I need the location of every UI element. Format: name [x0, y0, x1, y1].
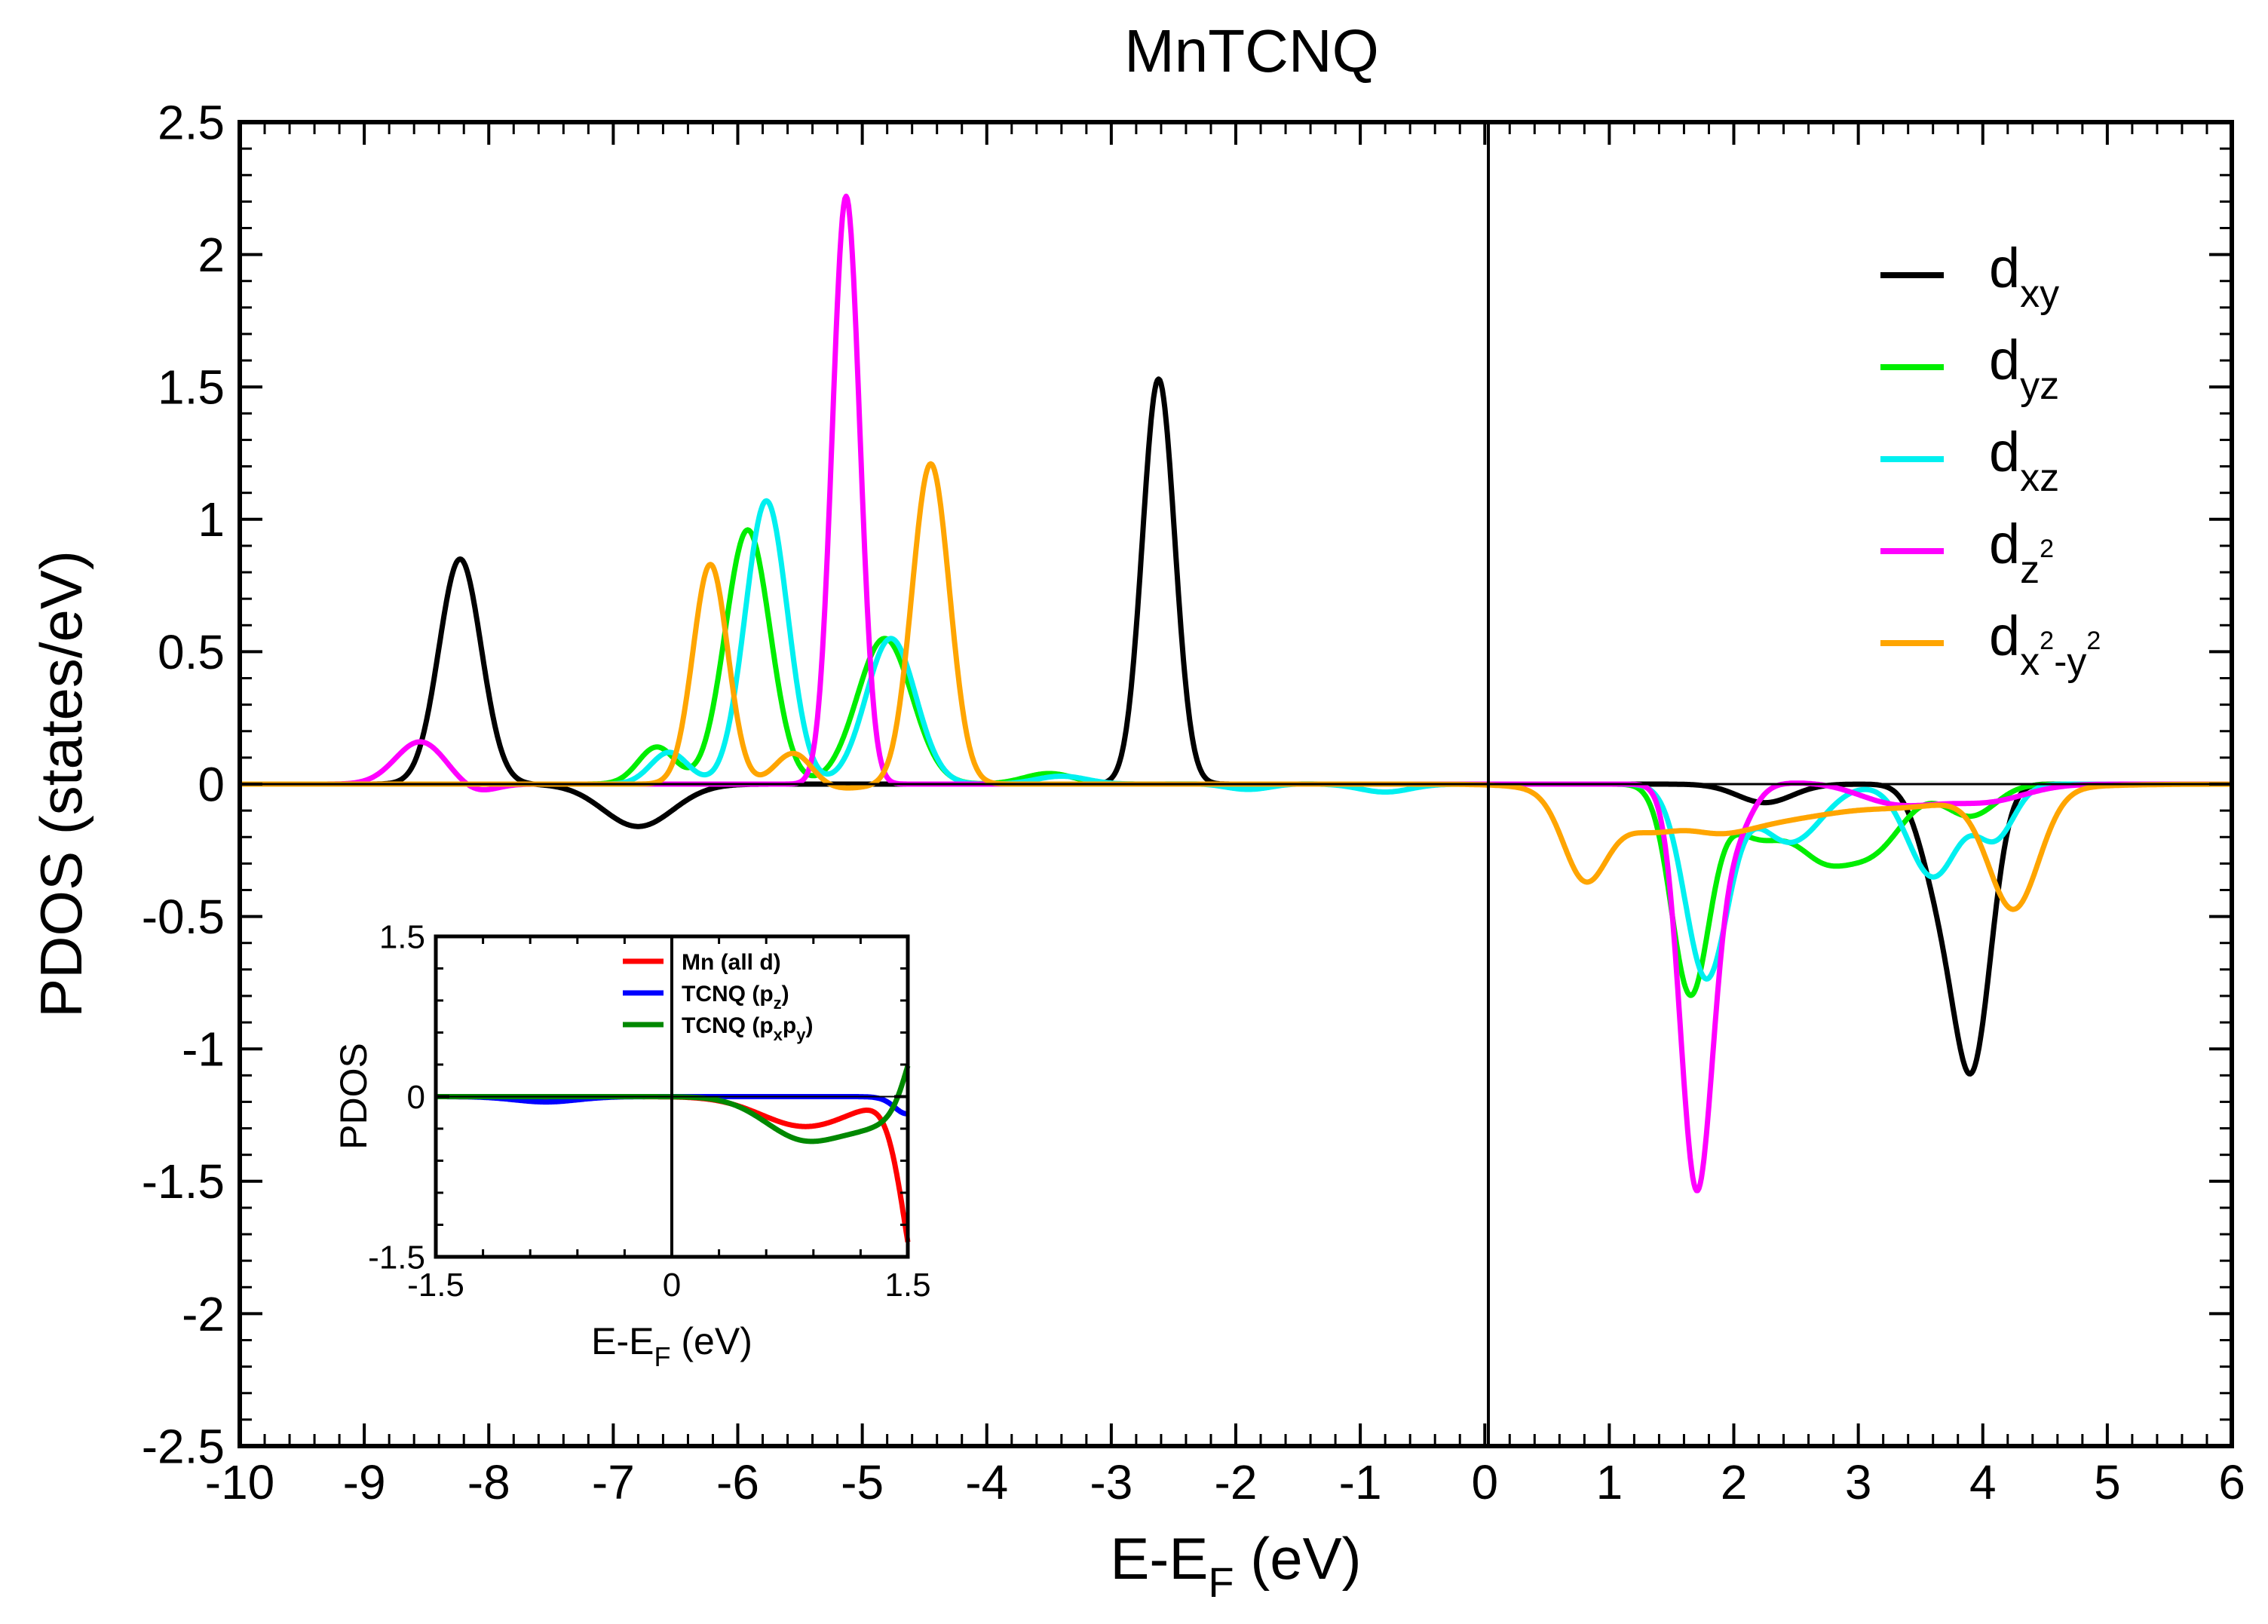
- inset-legend: Mn (all d) TCNQ (pz)TCNQ (pxpy): [623, 950, 813, 1044]
- y-tick-label: 0: [407, 1079, 425, 1116]
- x-tick-label: 5: [2094, 1455, 2121, 1509]
- legend-label: dxy: [1989, 237, 2059, 316]
- x-tick-label: 0: [663, 1267, 681, 1304]
- inset-legend-label: TCNQ (pz): [682, 982, 789, 1013]
- chart-title: MnTCNQ: [1124, 17, 1379, 84]
- x-tick-label: -9: [343, 1455, 386, 1509]
- legend-label: dx2-y2: [1989, 605, 2101, 684]
- x-tick-label: 1.5: [884, 1267, 930, 1304]
- y-tick-label: 1.5: [379, 918, 425, 955]
- main-legend: dxy dyz dxz dz2 dx2-y2: [1880, 237, 2101, 684]
- x-tick-label: 6: [2218, 1455, 2245, 1509]
- main-plot: MnTCNQ -10 -9 -8 -7 -6 -5 -4 -3 -2 -1 0 1 2 3 4 5 6 -2.5…: [28, 17, 2245, 1606]
- inset-axis-ticks: [434, 935, 909, 1258]
- y-tick-label: -1: [182, 1022, 225, 1077]
- inset-legend-label: TCNQ (pxpy): [682, 1013, 813, 1044]
- y-tick-label: -2: [182, 1287, 225, 1341]
- inset-y-tick-labels: -1.5 0 1.5: [368, 918, 425, 1276]
- legend-label: dz2: [1989, 513, 2054, 592]
- y-axis-label: PDOS (states/eV): [28, 550, 94, 1018]
- x-tick-label: -10: [205, 1455, 275, 1509]
- x-tick-labels: -10 -9 -8 -7 -6 -5 -4 -3 -2 -1 0 1 2 3 4 5 6: [205, 1455, 2245, 1509]
- y-tick-label: 2.5: [158, 95, 225, 149]
- x-tick-label: -4: [965, 1455, 1008, 1509]
- y-tick-label: -1.5: [142, 1154, 225, 1209]
- legend-label: dyz: [1989, 329, 2059, 408]
- x-tick-label: 2: [1721, 1455, 1748, 1509]
- x-tick-label: -7: [592, 1455, 635, 1509]
- inset-y-axis-label: PDOS: [333, 1043, 375, 1150]
- y-tick-label: -0.5: [142, 890, 225, 944]
- inset-plot: -1.5 0 1.5 -1.5 0 1.5 E-EF (eV) PDOS Mn (all…: [333, 918, 931, 1372]
- y-tick-label: 1.5: [158, 360, 225, 415]
- x-tick-label: 0: [1471, 1455, 1498, 1509]
- y-tick-label: 1: [198, 492, 225, 547]
- inset-x-axis-label: E-EF (eV): [591, 1320, 752, 1372]
- x-tick-label: -2: [1215, 1455, 1258, 1509]
- x-axis-label: E-EF (eV): [1110, 1525, 1361, 1606]
- x-tick-label: -8: [467, 1455, 510, 1509]
- inset-x-tick-labels: -1.5 0 1.5: [407, 1267, 931, 1304]
- legend-label: dxz: [1989, 421, 2059, 500]
- y-tick-label: 2: [198, 228, 225, 282]
- x-tick-label: 1: [1596, 1455, 1623, 1509]
- x-tick-label: -1.5: [407, 1267, 464, 1304]
- y-tick-label: -1.5: [368, 1239, 425, 1276]
- y-tick-label: -2.5: [142, 1419, 225, 1473]
- y-tick-labels: -2.5 -2 -1.5 -1 -0.5 0 0.5 1 1.5 2 2.5: [142, 95, 225, 1473]
- y-tick-label: 0: [198, 757, 225, 811]
- x-tick-label: 4: [1969, 1455, 1997, 1509]
- x-tick-label: -6: [716, 1455, 759, 1509]
- x-tick-label: 3: [1845, 1455, 1872, 1509]
- x-tick-label: -1: [1339, 1455, 1382, 1509]
- inset-legend-label: Mn (all d): [682, 950, 781, 975]
- x-tick-label: -3: [1090, 1455, 1132, 1509]
- y-tick-label: 0.5: [158, 625, 225, 679]
- x-tick-label: -5: [841, 1455, 884, 1509]
- main-axis-ticks: [238, 121, 2233, 1448]
